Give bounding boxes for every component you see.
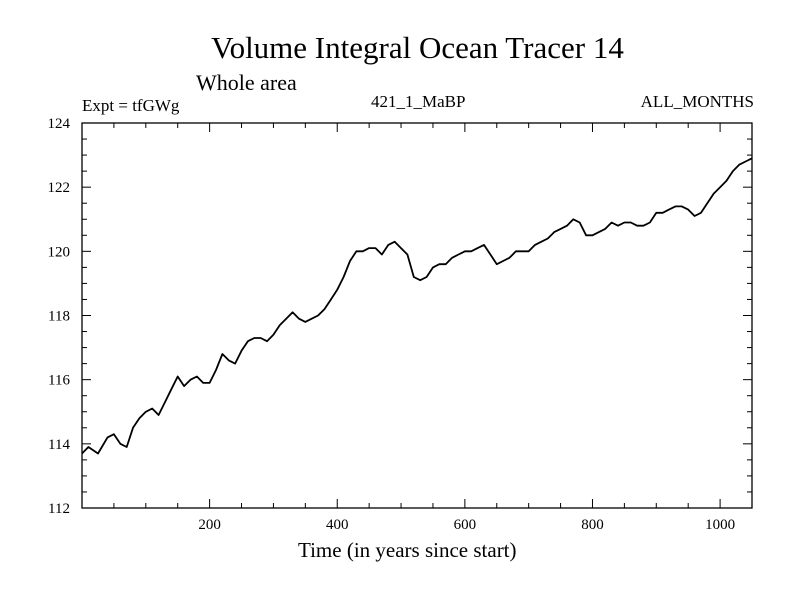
y-tick-label: 114: [48, 437, 70, 453]
y-tick-label: 120: [48, 244, 71, 260]
run-label: 421_1_MaBP: [371, 92, 466, 111]
y-tick-label: 116: [48, 373, 70, 389]
x-tick-label: 600: [454, 517, 477, 533]
x-axis-label: Time (in years since start): [298, 538, 517, 562]
x-tick-label: 800: [581, 517, 604, 533]
chart-subtitle: Whole area: [196, 70, 297, 95]
y-tick-label: 124: [48, 116, 71, 132]
plot-frame: [81, 122, 753, 509]
y-tick-label: 112: [48, 501, 70, 517]
experiment-label: Expt = tfGWg: [82, 96, 180, 115]
y-tick-label: 118: [48, 309, 70, 325]
y-tick-label: 122: [48, 180, 71, 196]
series-line: [81, 157, 753, 455]
months-label: ALL_MONTHS: [640, 92, 754, 111]
chart-title: Volume Integral Ocean Tracer 14: [211, 30, 624, 65]
x-tick-label: 200: [198, 517, 221, 533]
x-tick-label: 1000: [705, 517, 735, 533]
x-tick-label: 400: [326, 517, 349, 533]
